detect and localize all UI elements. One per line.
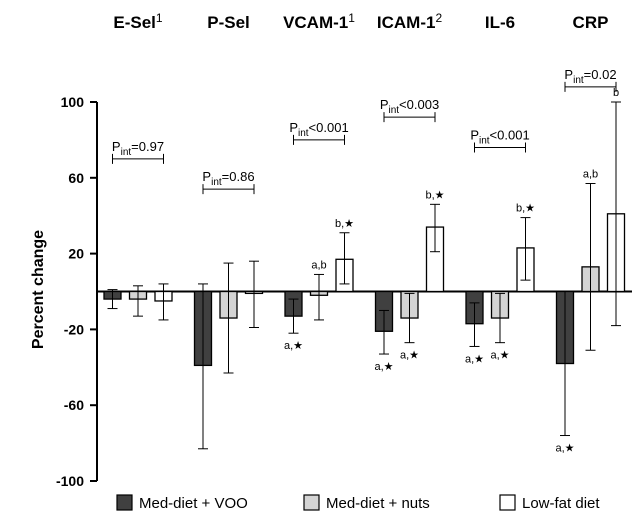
y-tick-label: 100 — [61, 94, 85, 110]
category-label: P-Sel — [207, 13, 250, 32]
significance-label: a,b — [583, 168, 598, 180]
category-label: E-Sel1 — [113, 11, 163, 32]
significance-label: a,b — [311, 259, 326, 271]
bars-layer — [103, 101, 626, 450]
legend-swatch — [303, 494, 320, 511]
pvalue-label: Pint<0.001 — [470, 127, 529, 146]
significance-label: a,★ — [465, 353, 484, 365]
text-layer: a,★ a,★ a,★ a,★ a,b a,★ a,★ a,b b,★ b,★ b,★ b E-Sel1… — [112, 11, 619, 455]
y-tick-label: -100 — [56, 473, 84, 489]
pvalue-label: Pint<0.003 — [380, 97, 439, 116]
y-axis-label: Percent change — [30, 230, 47, 349]
significance-label: a,★ — [490, 350, 509, 362]
category-label: CRP — [573, 13, 609, 32]
pvalue-label: Pint=0.02 — [564, 67, 616, 86]
legend-swatch — [499, 494, 516, 511]
y-tick-label: 20 — [68, 246, 84, 262]
significance-label: a,★ — [400, 350, 419, 362]
pvalue-label: Pint=0.97 — [112, 139, 164, 158]
legend-swatch — [116, 494, 133, 511]
significance-label: a,★ — [374, 361, 393, 373]
category-label: VCAM-11 — [283, 11, 355, 32]
pvalue-label: Pint=0.86 — [202, 169, 254, 188]
y-tick-label: -60 — [64, 397, 84, 413]
pvalue-label: Pint<0.001 — [289, 120, 348, 139]
significance-label: a,★ — [555, 443, 574, 455]
significance-label: b,★ — [516, 203, 535, 215]
significance-label: a,★ — [284, 340, 303, 352]
legend-layer: Med-diet + VOO Med-diet + nuts Low-fat die… — [116, 494, 600, 512]
significance-label: b,★ — [335, 218, 354, 230]
legend-label: Med-diet + nuts — [326, 495, 430, 512]
axes-layer: 100 60 20 -20 -60 -100 Percent change — [30, 94, 632, 489]
category-label: IL-6 — [485, 13, 515, 32]
legend-label: Low-fat diet — [522, 495, 600, 512]
y-tick-label: 60 — [68, 170, 84, 186]
significance-label: b — [613, 87, 619, 99]
legend-label: Med-diet + VOO — [139, 495, 248, 512]
significance-label: b,★ — [425, 189, 444, 201]
y-tick-label: -20 — [64, 321, 84, 337]
category-label: ICAM-12 — [377, 11, 443, 32]
